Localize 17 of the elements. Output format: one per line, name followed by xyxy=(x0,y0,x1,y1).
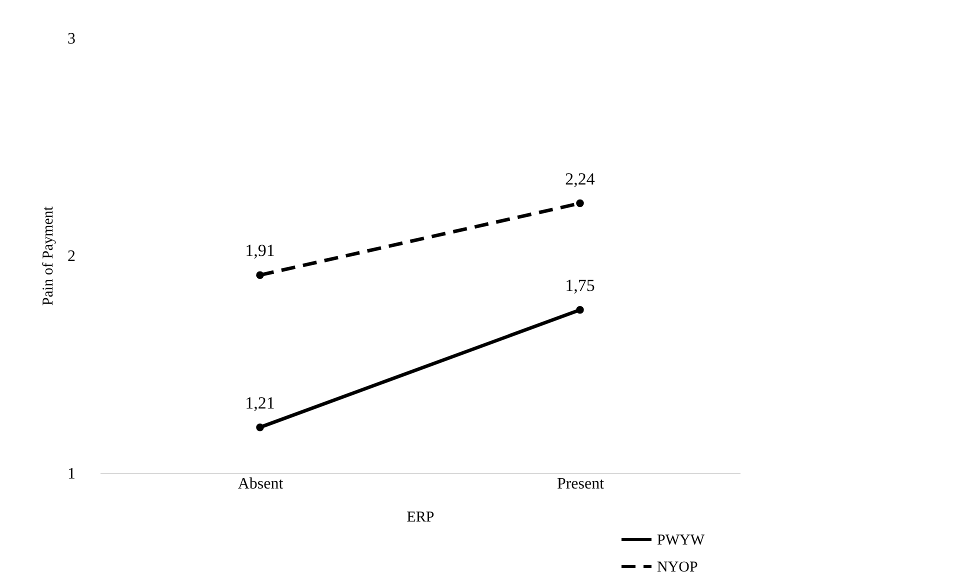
data-label: 2,24 xyxy=(565,169,596,188)
data-label: 1,75 xyxy=(565,276,595,295)
x-axis-title: ERP xyxy=(406,510,434,526)
y-axis-title: Pain of Payment xyxy=(40,206,56,306)
x-tick-label: Present xyxy=(556,476,605,492)
x-tick-label: Absent xyxy=(238,476,284,492)
point xyxy=(576,306,584,314)
legend-label: NYOP xyxy=(657,560,698,576)
data-label: 1,91 xyxy=(245,241,275,260)
data-label: 1,21 xyxy=(245,393,275,412)
legend-label: PWYW xyxy=(657,532,706,548)
y-tick-label: 1 xyxy=(68,466,76,482)
point xyxy=(256,271,264,279)
point xyxy=(256,423,264,432)
y-tick-label: 2 xyxy=(68,248,76,265)
y-tick-label: 3 xyxy=(68,30,76,48)
point xyxy=(576,199,584,208)
